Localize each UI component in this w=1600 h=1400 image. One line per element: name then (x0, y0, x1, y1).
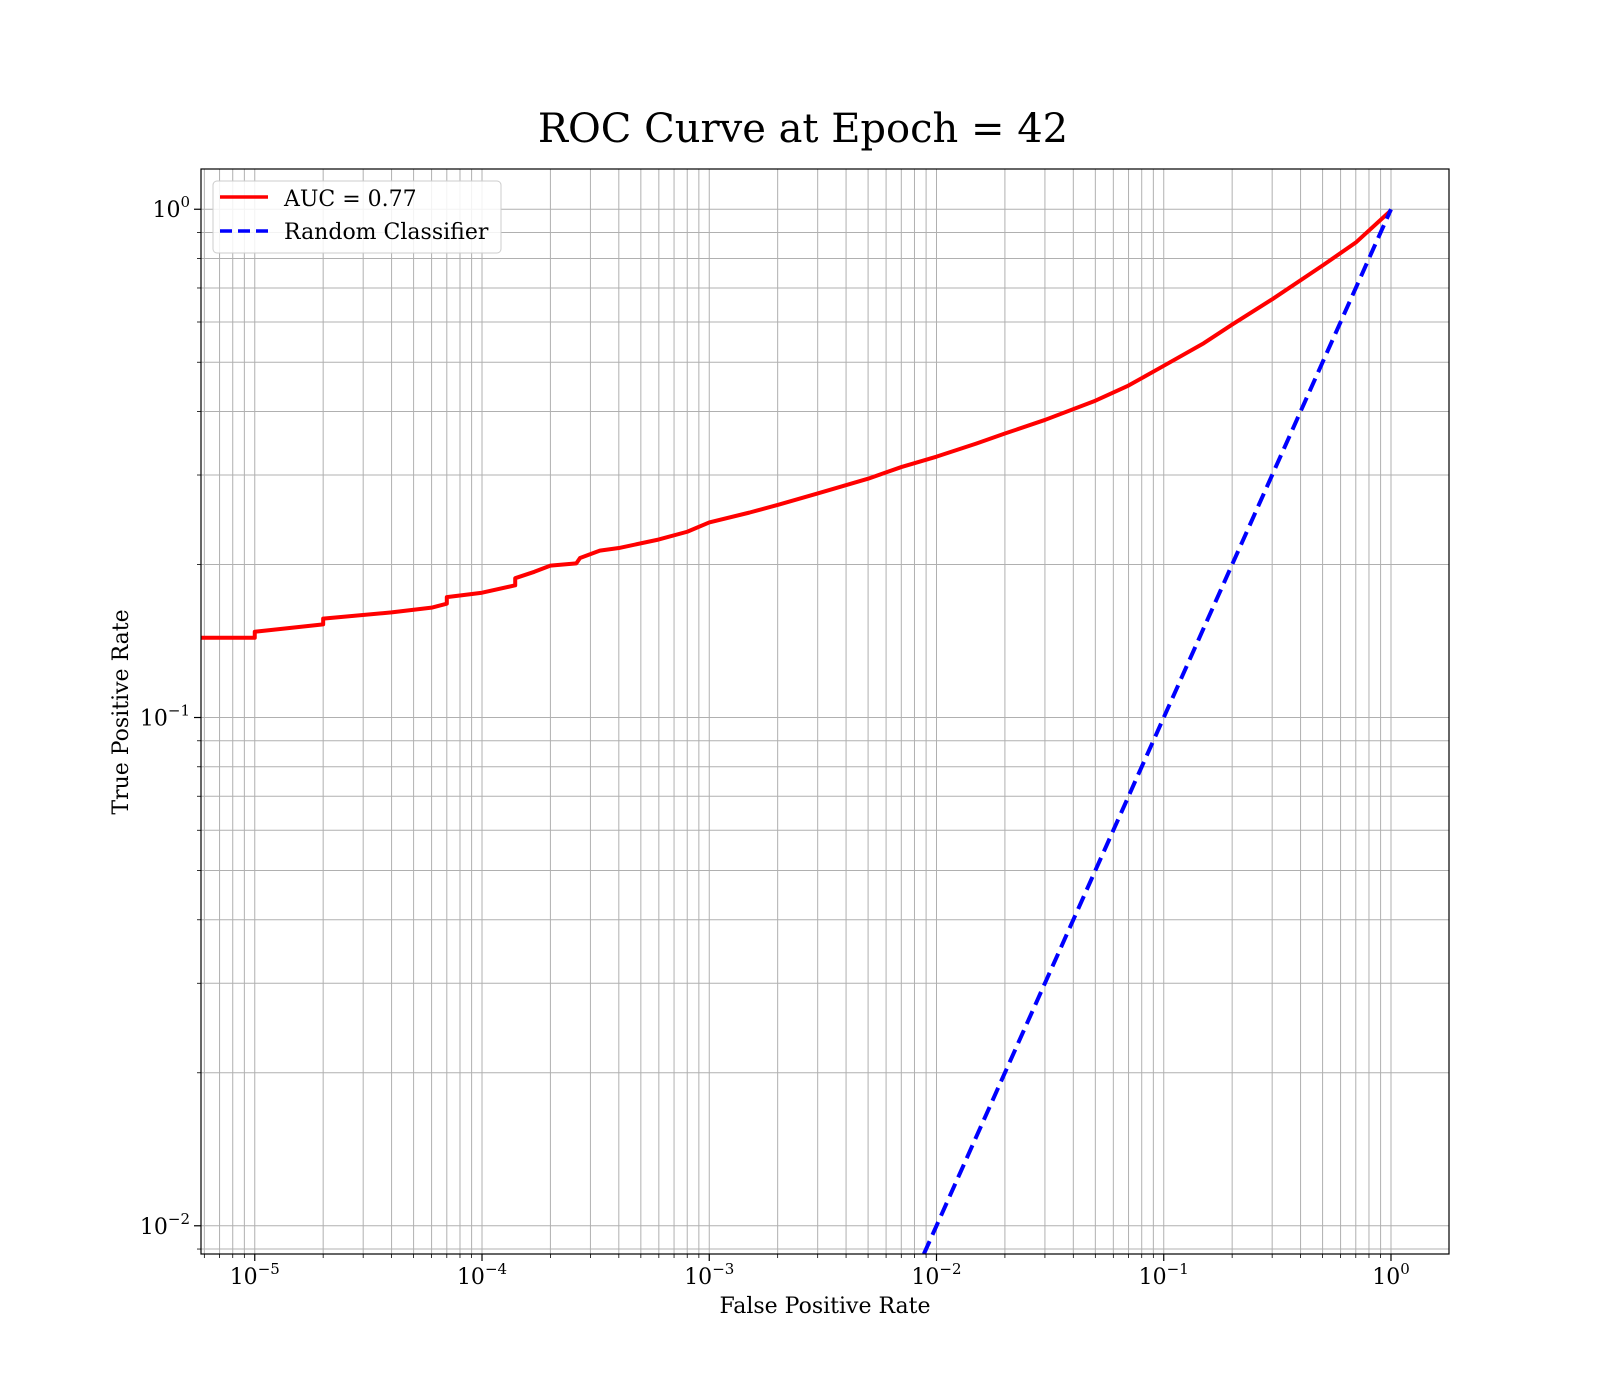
series-lines (201, 208, 1393, 1255)
legend-label-auc: AUC = 0.77 (283, 187, 417, 212)
y-axis-label: True Positive Rate (109, 609, 134, 814)
chart-title: ROC Curve at Epoch = 42 (538, 106, 1068, 152)
y-tick-label: 10−1 (140, 702, 190, 732)
y-tick-label: 100 (152, 193, 190, 223)
grid-lines (201, 169, 1449, 1254)
legend-label-random: Random Classifier (284, 220, 489, 245)
x-tick-label: 10−3 (684, 1260, 734, 1290)
series-line-auc (201, 208, 1393, 640)
axis-ticks (194, 208, 1392, 1261)
x-tick-label: 10−2 (911, 1260, 961, 1290)
x-tick-label: 100 (1372, 1260, 1410, 1290)
x-tick-label: 10−1 (1139, 1260, 1189, 1290)
x-axis-label: False Positive Rate (719, 1294, 930, 1319)
legend-box (212, 180, 502, 254)
plot-frame (200, 168, 1450, 1255)
x-tick-label: 10−4 (457, 1260, 507, 1290)
tick-labels: 10−5 10−4 10−3 10−2 10−1 100 10−2 10−1 100 (140, 193, 1410, 1290)
legend: AUC = 0.77 Random Classifier (212, 180, 502, 254)
y-tick-label: 10−2 (140, 1210, 190, 1240)
series-line-random (922, 208, 1393, 1255)
x-tick-label: 10−5 (230, 1260, 280, 1290)
